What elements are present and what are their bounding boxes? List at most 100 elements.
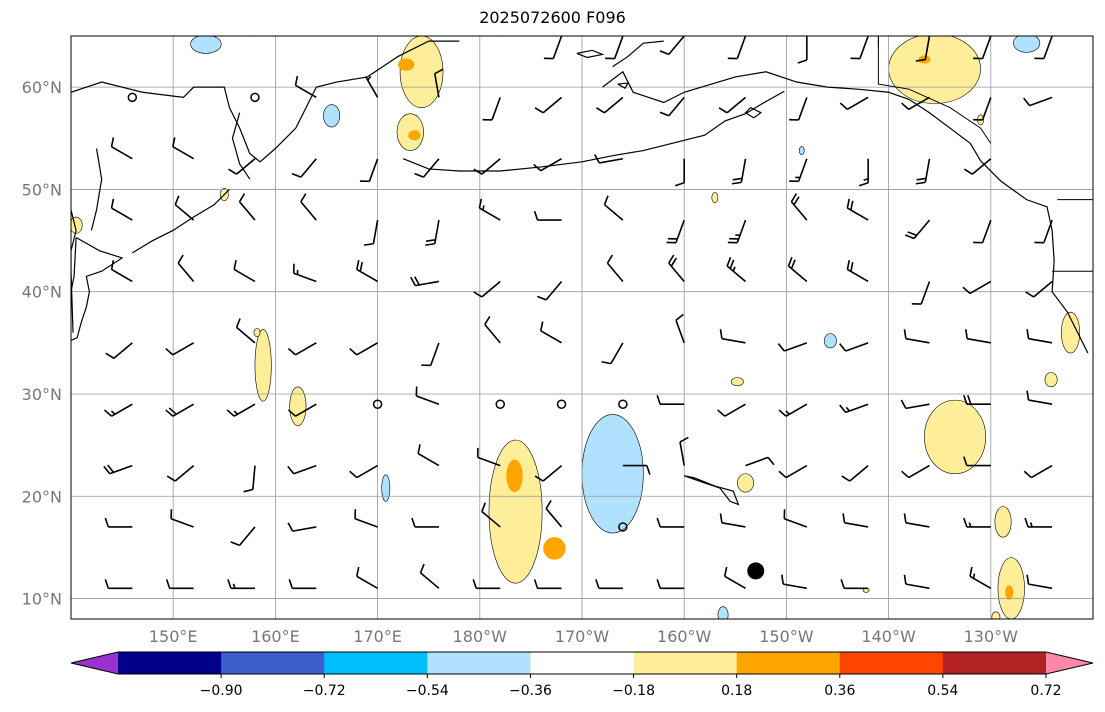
calm-wind-circle <box>372 399 383 409</box>
wind-barb <box>846 198 869 221</box>
wind-barb <box>915 158 931 185</box>
positive-anomaly-area <box>408 130 421 141</box>
wind-barb <box>131 36 133 37</box>
wind-barb <box>790 193 808 221</box>
wind-barb <box>238 193 256 221</box>
positive-anomaly-area <box>711 192 719 204</box>
wind-barb <box>363 219 379 246</box>
wind-barb <box>666 219 685 244</box>
boundary-us-canada-alaska <box>877 36 992 144</box>
wind-barb <box>349 342 379 356</box>
wind-barb <box>287 403 317 417</box>
wind-barb <box>846 260 869 283</box>
wind-barb <box>533 158 562 172</box>
wind-barb <box>839 342 869 352</box>
wind-barb <box>103 403 133 417</box>
wind-barb <box>419 563 440 589</box>
wind-barb <box>476 447 501 467</box>
longitude-label: 150°E <box>149 627 198 646</box>
wind-barb <box>473 280 501 298</box>
latitude-label: 40°N <box>22 283 62 302</box>
wind-barb <box>174 195 195 221</box>
wind-barb <box>228 158 256 175</box>
wind-barb <box>104 579 133 590</box>
wind-barb <box>543 36 563 60</box>
wind-barb <box>973 36 992 60</box>
wind-barb <box>482 97 501 121</box>
coastline-alaska-coast <box>602 70 1089 354</box>
positive-anomaly-area <box>254 329 272 402</box>
wind-barb <box>603 195 624 221</box>
latitude-label: 50°N <box>22 180 62 199</box>
wind-barb <box>839 403 869 414</box>
wind-barb <box>606 254 624 282</box>
calm-wind-circle <box>127 92 138 103</box>
wind-barb <box>110 198 133 221</box>
colorbar-tick-label: −0.72 <box>303 683 346 699</box>
wind-barb <box>192 36 194 37</box>
colorbar-segment <box>633 652 738 674</box>
wind-barb <box>901 96 930 111</box>
positive-anomaly-area <box>488 439 543 584</box>
longitude-label: 130°W <box>964 627 1019 646</box>
wind-barb <box>349 464 379 479</box>
longitude-label: 140°W <box>861 627 916 646</box>
calm-wind-circle <box>618 399 628 409</box>
anomaly-fills <box>71 36 1081 619</box>
colorbar-tick-label: −0.18 <box>612 683 655 699</box>
wind-barb <box>840 579 869 590</box>
wind-barb <box>900 399 930 410</box>
wind-barb <box>656 579 685 590</box>
wind-barb <box>783 509 808 528</box>
wind-barb <box>719 329 746 344</box>
wind-barb <box>656 517 685 528</box>
positive-anomaly-area <box>730 377 744 387</box>
wind-barb <box>668 254 685 282</box>
wind-barb <box>789 158 808 183</box>
negative-anomaly-area <box>823 333 837 349</box>
wind-barb <box>594 154 624 164</box>
positive-anomaly-area <box>289 386 307 426</box>
wind-barb <box>354 509 378 528</box>
wind-barb <box>797 36 808 64</box>
coastline-aleutians <box>402 90 785 172</box>
wind-barb <box>903 574 930 590</box>
wind-barb <box>727 36 747 60</box>
wind-barb <box>421 342 440 367</box>
coastline-nunivak <box>617 82 630 89</box>
wind-barb <box>165 403 195 417</box>
wind-barb <box>415 386 440 405</box>
wind-barb <box>104 517 133 528</box>
wind-barb <box>437 36 439 37</box>
colorbar-tick-label: −0.36 <box>509 683 552 699</box>
wind-barb <box>71 404 72 406</box>
wind-barb <box>533 210 562 221</box>
longitude-labels: 150°E 160°E 170°E 180°W 170°W 160°W 150°W 140°W… <box>149 627 1018 646</box>
wind-barb <box>292 263 317 283</box>
negative-anomaly-area <box>381 474 391 502</box>
wind-barb <box>622 464 651 475</box>
wind-barb <box>901 464 930 479</box>
wind-barb <box>166 464 195 482</box>
wind-barb <box>674 158 686 187</box>
longitude-label: 170°E <box>353 627 402 646</box>
wind-barb <box>1023 96 1053 107</box>
colorbar-tick-label: 0.72 <box>1030 683 1061 699</box>
wind-barb <box>534 96 563 114</box>
positive-anomaly-area <box>991 611 1001 619</box>
wind-barb <box>177 254 195 282</box>
wind-barb <box>659 36 685 56</box>
colorbar-segment <box>324 652 428 674</box>
wind-barb <box>723 566 746 590</box>
wind-barb <box>719 513 746 528</box>
wind-barb <box>539 321 562 344</box>
wind-barb <box>911 281 931 305</box>
wind-barb <box>842 513 869 528</box>
wind-barb <box>230 526 256 547</box>
wind-barb <box>110 137 133 160</box>
wind-barb <box>731 158 747 185</box>
wind-barb <box>778 403 808 417</box>
colorbar-tick-label: 0.18 <box>721 683 752 699</box>
wind-barb <box>425 219 440 246</box>
colorbar <box>70 651 1094 675</box>
